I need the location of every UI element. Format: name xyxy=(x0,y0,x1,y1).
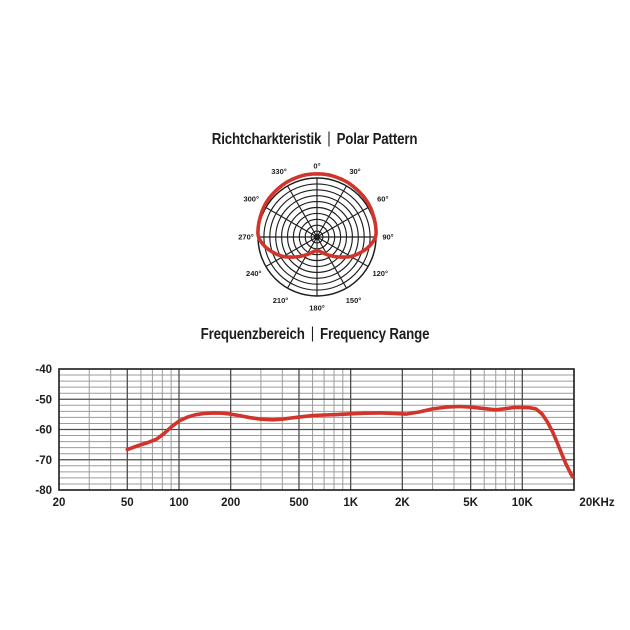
polar-title-de: Richtcharkteristik xyxy=(212,131,322,148)
freq-grid-major xyxy=(59,369,574,490)
polar-angle-label: 240° xyxy=(246,269,262,278)
freq-x-labels: 20 50 100 200 500 1K 2K 5K 10K 20KHz xyxy=(53,497,615,509)
polar-angle-label: 180° xyxy=(309,304,325,313)
x-axis-label: 1K xyxy=(343,497,358,509)
frequency-range-title: Frequenzbereich | Frequency Range xyxy=(0,325,630,344)
title-separator: | xyxy=(310,325,315,342)
x-axis-label: 2K xyxy=(395,497,410,509)
polar-title-en: Polar Pattern xyxy=(337,131,418,148)
x-axis-label: 5K xyxy=(463,497,478,509)
x-axis-label: 200 xyxy=(221,497,240,509)
y-axis-label: -80 xyxy=(35,485,52,497)
polar-angle-label: 60° xyxy=(377,195,388,204)
polar-angle-labels: 0° 30° 60° 90° 120° 150° 180° 210° 240° 270° 300° 3… xyxy=(238,162,393,313)
x-axis-label: 500 xyxy=(289,497,308,509)
polar-angle-label: 90° xyxy=(382,233,393,242)
freq-plot-border xyxy=(58,368,575,491)
polar-angle-label: 330° xyxy=(271,167,287,176)
freq-title-de: Frequenzbereich xyxy=(200,326,305,343)
title-separator: | xyxy=(327,130,332,147)
polar-chart: 0° 30° 60° 90° 120° 150° 180° 210° 240° 270° 300° 3… xyxy=(238,162,393,313)
y-axis-label: -50 xyxy=(35,394,52,406)
x-axis-label: 100 xyxy=(169,497,188,509)
polar-angle-label: 30° xyxy=(349,167,360,176)
polar-angle-label: 270° xyxy=(238,233,254,242)
x-axis-label: 20KHz xyxy=(579,497,614,509)
polar-angle-label: 120° xyxy=(372,269,388,278)
polar-angle-label: 150° xyxy=(346,296,362,305)
polar-angle-label: 300° xyxy=(243,195,259,204)
polar-angle-label: 210° xyxy=(273,296,289,305)
frequency-response-curve xyxy=(125,404,575,479)
x-axis-label: 20 xyxy=(53,497,66,509)
polar-center-dot xyxy=(313,233,321,241)
x-axis-label: 10K xyxy=(512,497,534,509)
freq-y-labels: -40 -50 -60 -70 -80 xyxy=(35,364,52,497)
x-axis-label: 50 xyxy=(121,497,134,509)
polar-curve xyxy=(256,172,378,259)
polar-pattern-title: Richtcharkteristik | Polar Pattern xyxy=(0,130,630,149)
freq-title-en: Frequency Range xyxy=(320,326,430,343)
y-axis-label: -70 xyxy=(35,455,52,467)
y-axis-label: -40 xyxy=(35,364,52,376)
y-axis-label: -60 xyxy=(35,425,52,437)
polar-angle-label: 0° xyxy=(313,162,320,171)
polar-spokes xyxy=(258,178,376,296)
